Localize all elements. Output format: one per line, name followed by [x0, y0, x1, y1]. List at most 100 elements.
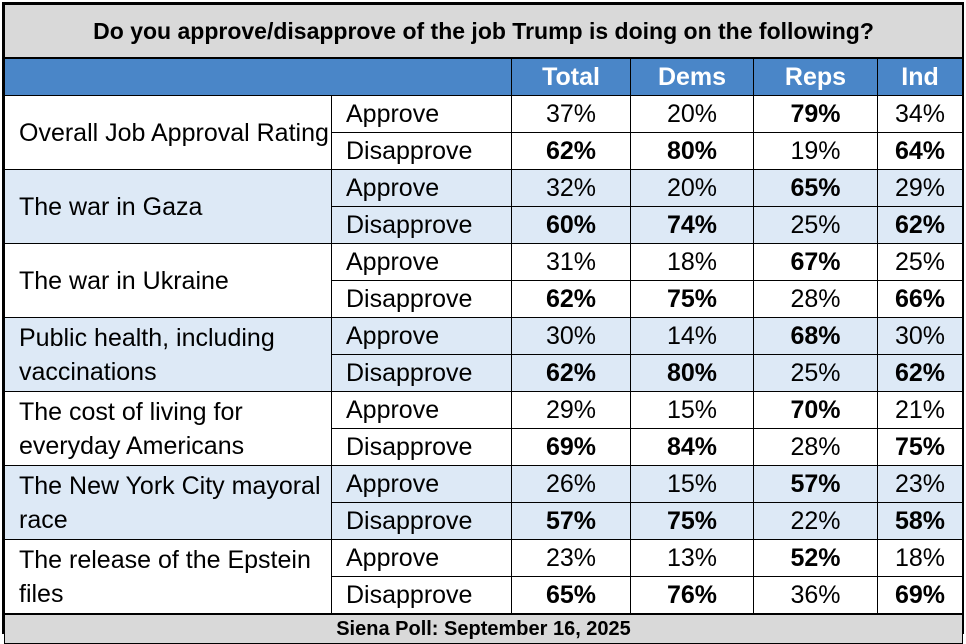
disapprove-label: Disapprove — [331, 132, 512, 170]
value-cell: 64% — [876, 132, 964, 170]
value-cell: 36% — [753, 576, 878, 615]
approve-label: Approve — [331, 169, 512, 207]
value-cell: 14% — [630, 317, 754, 355]
value-cell: 25% — [876, 243, 964, 281]
value-cell: 37% — [511, 95, 631, 133]
table-title: Do you approve/disapprove of the job Tru… — [3, 4, 964, 59]
value-cell: 57% — [511, 502, 631, 540]
value-cell: 28% — [753, 280, 878, 318]
value-cell: 31% — [511, 243, 631, 281]
value-cell: 60% — [511, 206, 631, 244]
topic-label: The war in Gaza — [4, 169, 332, 244]
column-header-dems: Dems — [630, 57, 754, 96]
table-row: Disapprove 60% 74% 25% 62% — [5, 206, 964, 244]
value-cell: 62% — [511, 280, 631, 318]
value-cell: 58% — [876, 502, 964, 540]
value-cell: 29% — [876, 169, 964, 207]
value-cell: 74% — [630, 206, 754, 244]
table-row: Overall Job Approval Rating Approve 37% 20%… — [4, 95, 964, 170]
value-cell: 75% — [630, 280, 754, 318]
value-cell: 19% — [753, 132, 878, 170]
disapprove-label: Disapprove — [331, 576, 512, 615]
value-cell: 21% — [876, 391, 964, 429]
value-cell: 65% — [753, 169, 878, 207]
value-cell: 67% — [753, 243, 878, 281]
value-cell: 69% — [876, 576, 964, 615]
table-row: The war in Ukraine Approve 31% 18% 67% 25% — [4, 243, 964, 318]
approve-label: Approve — [331, 391, 512, 429]
header-row: Total Dems Reps Ind — [4, 57, 964, 96]
value-cell: 28% — [753, 428, 878, 466]
value-cell: 62% — [511, 354, 631, 392]
header-blank-cell — [4, 57, 512, 96]
column-header-ind: Ind — [876, 57, 964, 96]
value-cell: 62% — [876, 206, 964, 244]
value-cell: 62% — [876, 354, 964, 392]
topic-label: Public health, including vaccinations — [4, 317, 332, 392]
value-cell: 25% — [753, 354, 878, 392]
value-cell: 32% — [511, 169, 631, 207]
disapprove-label: Disapprove — [331, 206, 512, 244]
value-cell: 22% — [753, 502, 878, 540]
value-cell: 26% — [511, 465, 631, 503]
disapprove-label: Disapprove — [331, 280, 512, 318]
topic-label: The New York City mayoral race — [4, 465, 332, 540]
value-cell: 66% — [876, 280, 964, 318]
table-row: The release of the Epstein files Approve 2… — [4, 539, 964, 615]
topic-label: The cost of living for everyday American… — [4, 391, 332, 466]
value-cell: 20% — [630, 169, 754, 207]
topic-label: Overall Job Approval Rating — [4, 95, 332, 170]
disapprove-label: Disapprove — [331, 502, 512, 540]
value-cell: 29% — [511, 391, 631, 429]
table-row: The war in Gaza Approve 32% 20% 65% 29% — [4, 169, 964, 244]
disapprove-label: Disapprove — [331, 354, 512, 392]
table-row: Disapprove 62% 75% 28% 66% — [5, 280, 964, 318]
approve-label: Approve — [331, 95, 512, 133]
value-cell: 65% — [511, 576, 631, 615]
value-cell: 15% — [630, 465, 754, 503]
disapprove-label: Disapprove — [331, 428, 512, 466]
approve-label: Approve — [331, 243, 512, 281]
column-header-reps: Reps — [753, 57, 878, 96]
value-cell: 52% — [753, 539, 878, 577]
footer-row: Siena Poll: September 16, 2025 — [3, 613, 964, 644]
approve-label: Approve — [331, 465, 512, 503]
value-cell: 79% — [753, 95, 878, 133]
value-cell: 30% — [511, 317, 631, 355]
value-cell: 70% — [753, 391, 878, 429]
value-cell: 80% — [630, 354, 754, 392]
value-cell: 57% — [753, 465, 878, 503]
table-row: The New York City mayoral race Approve 26%… — [4, 465, 964, 540]
value-cell: 15% — [630, 391, 754, 429]
value-cell: 18% — [876, 539, 964, 577]
value-cell: 75% — [876, 428, 964, 466]
value-cell: 18% — [630, 243, 754, 281]
column-header-total: Total — [511, 57, 631, 96]
table-row: Disapprove 57% 75% 22% 58% — [5, 502, 964, 540]
approve-label: Approve — [331, 539, 512, 577]
table-row: The cost of living for everyday American… — [4, 391, 964, 466]
value-cell: 62% — [511, 132, 631, 170]
topic-label: The release of the Epstein files — [4, 539, 332, 615]
approve-label: Approve — [331, 317, 512, 355]
value-cell: 13% — [630, 539, 754, 577]
source-footer: Siena Poll: September 16, 2025 — [3, 613, 964, 644]
table-row: Disapprove 65% 76% 36% 69% — [5, 576, 964, 615]
value-cell: 76% — [630, 576, 754, 615]
value-cell: 75% — [630, 502, 754, 540]
table-row: Disapprove 62% 80% 25% 62% — [5, 354, 964, 392]
title-row: Do you approve/disapprove of the job Tru… — [3, 4, 964, 59]
value-cell: 25% — [753, 206, 878, 244]
value-cell: 80% — [630, 132, 754, 170]
value-cell: 34% — [876, 95, 964, 133]
value-cell: 23% — [876, 465, 964, 503]
poll-table: Do you approve/disapprove of the job Tru… — [3, 4, 964, 644]
value-cell: 84% — [630, 428, 754, 466]
value-cell: 20% — [630, 95, 754, 133]
value-cell: 23% — [511, 539, 631, 577]
topic-label: The war in Ukraine — [4, 243, 332, 318]
value-cell: 69% — [511, 428, 631, 466]
value-cell: 68% — [753, 317, 878, 355]
table-row: Public health, including vaccinations App… — [4, 317, 964, 392]
